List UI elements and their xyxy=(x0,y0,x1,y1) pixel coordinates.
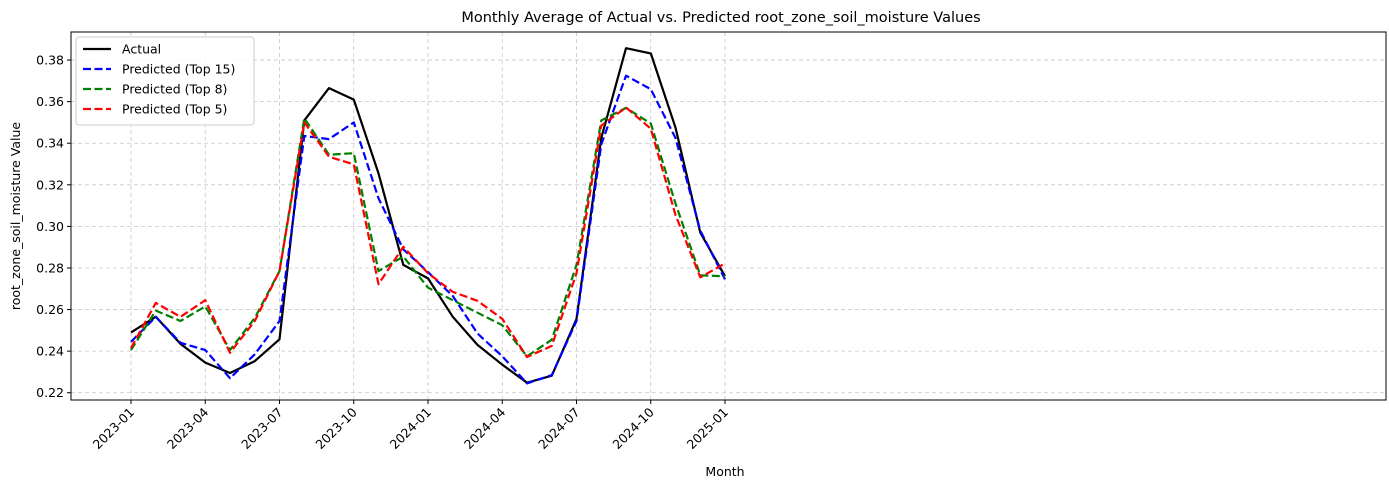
legend: Actual Predicted (Top 15) Predicted (Top 8… xyxy=(75,36,255,126)
series-layer xyxy=(130,47,726,385)
series-line-4 xyxy=(130,106,726,359)
y-tick-label: 0.32 xyxy=(36,177,64,192)
legend-label-1: Actual xyxy=(122,42,161,57)
x-tick-label: 2024-01 xyxy=(387,405,435,453)
y-tick-label: 0.22 xyxy=(36,385,64,400)
x-axis-label: Month xyxy=(705,464,744,479)
x-axis: 2023-01 2023-04 2023-07 2023-10 2024-01 2024-… xyxy=(90,400,732,453)
y-axis-label: root_zone_soil_moisture Value xyxy=(8,122,23,311)
plot-frame xyxy=(70,31,1387,401)
y-tick-label: 0.26 xyxy=(36,302,64,317)
x-tick-label: 2023-04 xyxy=(164,404,212,452)
y-tick-label: 0.30 xyxy=(36,219,64,234)
x-tick-label: 2024-10 xyxy=(609,404,657,452)
y-tick-label: 0.28 xyxy=(36,260,64,275)
x-tick-label: 2024-07 xyxy=(535,405,583,453)
x-tick-label: 2023-10 xyxy=(312,404,360,452)
x-tick-label: 2024-04 xyxy=(461,404,509,452)
legend-label-4: Predicted (Top 5) xyxy=(122,102,227,117)
y-axis: 0.22 0.24 0.26 0.28 0.30 0.32 0.34 0.36 0.38 xyxy=(36,53,71,400)
y-tick-label: 0.38 xyxy=(36,53,64,68)
legend-label-3: Predicted (Top 8) xyxy=(122,82,227,97)
series-line-1 xyxy=(130,47,726,384)
x-tick-label: 2023-01 xyxy=(90,405,138,453)
y-tick-label: 0.24 xyxy=(36,344,64,359)
y-tick-label: 0.34 xyxy=(36,136,64,151)
chart-title: Monthly Average of Actual vs. Predicted … xyxy=(461,10,980,26)
legend-box xyxy=(75,36,255,126)
y-tick-label: 0.36 xyxy=(36,94,64,109)
grid xyxy=(71,32,1386,400)
x-tick-label: 2023-07 xyxy=(238,405,286,453)
x-tick-label: 2025-01 xyxy=(684,405,732,453)
legend-label-2: Predicted (Top 15) xyxy=(122,62,235,77)
